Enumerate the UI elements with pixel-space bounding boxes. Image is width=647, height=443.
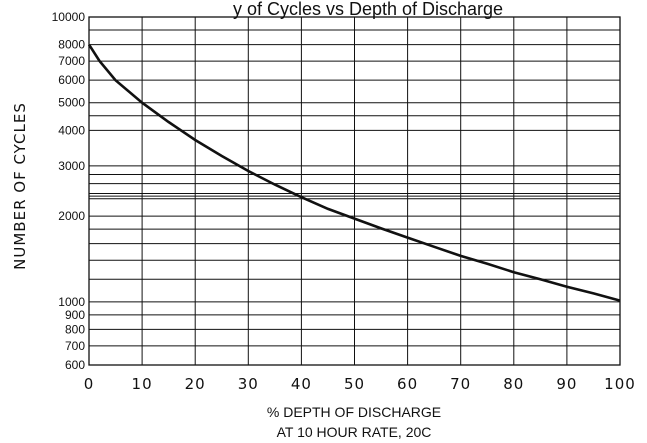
x-tick-label: 100 bbox=[604, 375, 636, 393]
x-axis-label-line-1: % DEPTH OF DISCHARGE bbox=[267, 404, 441, 420]
y-tick-label: 6000 bbox=[58, 73, 85, 87]
y-tick-label: 1000 bbox=[58, 295, 85, 309]
plot-frame bbox=[88, 16, 621, 366]
x-tick-label: 20 bbox=[185, 375, 206, 393]
x-tick-label: 0 bbox=[84, 375, 95, 393]
x-tick-label: 50 bbox=[344, 375, 365, 393]
chart-title: y of Cycles vs Depth of Discharge bbox=[233, 0, 503, 19]
y-tick-label: 700 bbox=[65, 339, 85, 353]
x-axis-label-line-2: AT 10 HOUR RATE, 20C bbox=[277, 424, 432, 440]
x-tick-label: 60 bbox=[397, 375, 418, 393]
y-tick-label: 600 bbox=[65, 358, 85, 372]
grid-lines bbox=[88, 16, 621, 366]
y-tick-label: 3000 bbox=[58, 159, 85, 173]
x-tick-label: 80 bbox=[503, 375, 524, 393]
x-tick-labels: 0 10 20 30 40 50 60 70 80 90 100 bbox=[84, 375, 636, 393]
y-tick-label: 4000 bbox=[58, 123, 85, 137]
x-tick-label: 70 bbox=[450, 375, 471, 393]
y-tick-label: 7000 bbox=[58, 54, 85, 68]
y-tick-label: 2000 bbox=[58, 209, 85, 223]
y-tick-label: 8000 bbox=[58, 38, 85, 52]
y-tick-label: 800 bbox=[65, 322, 85, 336]
y-tick-label: 10000 bbox=[52, 10, 86, 24]
y-tick-label: 900 bbox=[65, 308, 85, 322]
x-tick-label: 40 bbox=[291, 375, 312, 393]
cycle-life-curve bbox=[87, 43, 621, 302]
x-tick-label: 10 bbox=[132, 375, 153, 393]
y-axis-label: NUMBER OF CYCLES bbox=[11, 102, 29, 270]
x-tick-label: 30 bbox=[238, 375, 259, 393]
y-tick-label: 5000 bbox=[58, 96, 85, 110]
x-tick-label: 90 bbox=[556, 375, 577, 393]
